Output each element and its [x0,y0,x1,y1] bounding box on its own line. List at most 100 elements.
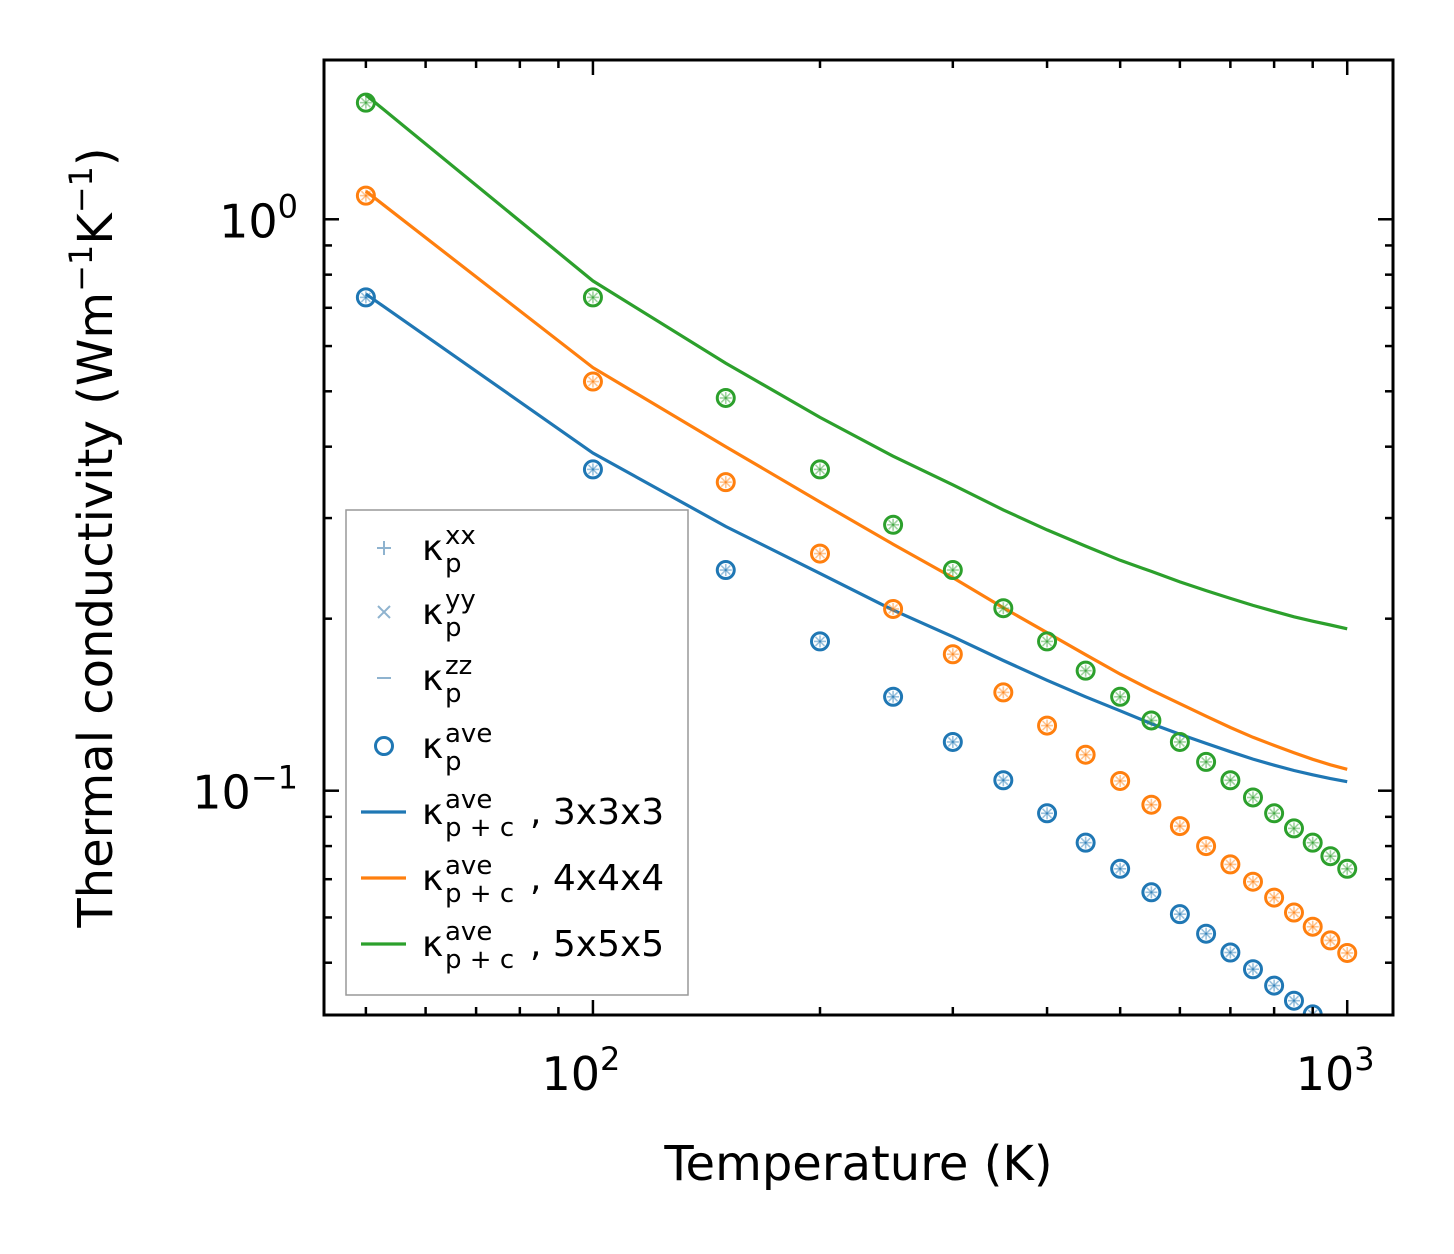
yy-marker [1080,665,1091,676]
ave-marker [715,387,736,408]
legend-subscript: p + c [445,879,514,909]
data-point [1196,923,1217,944]
yy-marker [1041,636,1053,647]
data-point [1322,1020,1339,1037]
data-point [1320,846,1341,867]
yy-marker [587,464,599,475]
yy-marker [1225,859,1236,870]
yy-marker [1325,935,1336,946]
yy-marker [1307,921,1318,932]
yy-marker [888,519,899,530]
data-point [883,686,904,707]
ave-marker [993,598,1014,619]
yy-marker [1080,837,1091,848]
data-point [1075,744,1096,765]
yy-marker [720,477,731,488]
yy-marker [1174,736,1185,748]
data-point [1196,751,1217,772]
ave-marker [1320,930,1341,951]
ave-marker [1110,858,1131,879]
data-point [942,731,963,752]
series-points-3 [355,92,1358,879]
ave-marker [1169,731,1190,752]
ave-marker [942,560,963,581]
data-point [1337,858,1358,879]
y-tick-exponent: 0 [278,187,298,225]
ave-marker [942,731,963,752]
yy-marker [1115,775,1126,787]
yy-marker [1288,995,1300,1006]
ave-marker [1242,787,1263,808]
ave-marker [1220,942,1241,963]
data-point [1242,959,1263,980]
yy-marker [947,736,958,748]
yy-marker [998,603,1009,614]
data-point [883,514,904,535]
yy-marker [1201,756,1212,767]
yy-marker [1174,736,1185,748]
data-point [715,387,736,408]
legend-subscript: p [445,549,462,579]
ave-marker [1196,923,1217,944]
yy-marker [360,97,371,108]
legend-symbol: κ [422,592,443,633]
ave-marker [355,92,376,113]
ave-marker [355,287,376,308]
x-tick-base: 10 [1296,1047,1355,1101]
legend-symbol: κ [422,858,443,899]
yy-marker [587,376,599,387]
ave-marker [715,472,736,493]
data-point [1283,902,1304,923]
ave-marker [1169,904,1190,925]
yy-marker [1247,876,1259,887]
yy-marker [360,292,371,303]
ave-marker [1196,751,1217,772]
yy-marker [360,190,371,201]
legend-entry: κ yyp [377,585,476,643]
yy-marker [1307,921,1318,932]
data-point [582,287,603,308]
series-points-1 [355,287,1339,1037]
ave-marker [1264,887,1285,908]
data-point [715,472,736,493]
x-tick-base: 10 [541,1047,600,1101]
data-point [1075,660,1096,681]
x-tick-label: 102 [541,1040,620,1101]
yy-marker [1080,665,1091,676]
yy-marker [998,603,1009,614]
data-point [1264,887,1285,908]
yy-marker [1174,821,1185,832]
ave-marker [715,560,736,581]
ave-marker [993,770,1014,791]
yy-marker [587,292,599,303]
yy-marker [1269,808,1280,819]
plot-frame [322,58,1395,1017]
data-point [993,598,1014,619]
yy-marker [720,392,731,404]
yy-marker [1115,691,1126,702]
data-point [1075,832,1096,853]
yy-marker [814,464,826,475]
yy-marker [1146,715,1157,726]
x-axis-label: Temperature (K) [663,1136,1052,1192]
yy-marker [1115,863,1126,874]
data-point [1110,686,1131,707]
ave-marker [1302,916,1323,937]
y-tick-exponent: −1 [251,759,298,797]
plot-area [322,58,1395,1037]
ave-marker [1220,854,1241,875]
ave-marker [883,514,904,535]
legend-symbol: κ [422,924,443,965]
circle-icon [374,736,394,756]
yy-marker [947,736,958,748]
ave-marker [942,644,963,665]
data-point [355,92,376,113]
yy-marker [1041,808,1053,819]
yy-marker [1201,928,1212,939]
y-axis-label-exp: −1 [62,245,100,292]
yy-marker [587,376,599,387]
